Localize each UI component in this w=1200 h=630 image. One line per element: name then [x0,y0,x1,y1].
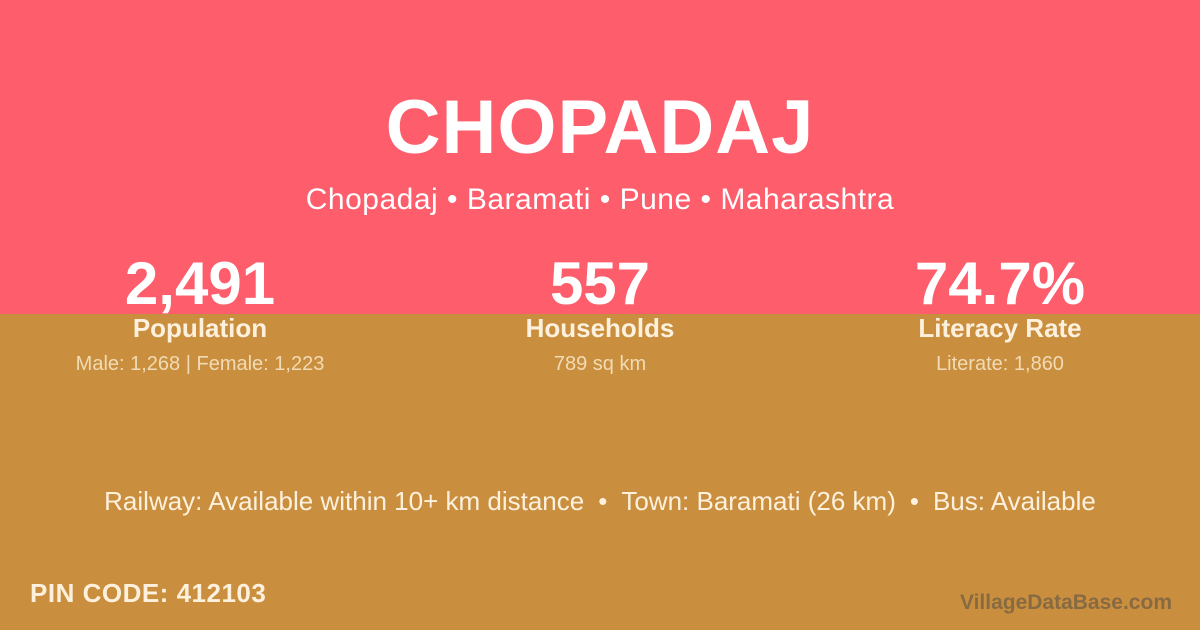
stat-literacy-rate: 74.7% Literacy Rate Literate: 1,860 [800,250,1200,375]
stat-households: 557 Households 789 sq km [400,250,800,375]
households-value: 557 [549,250,651,317]
transport-info-line: Railway: Available within 10+ km distanc… [0,488,1200,514]
bullet-separator: • [909,486,919,516]
households-detail: 789 sq km [553,353,647,375]
stats-row: 2,491 Population Male: 1,268 | Female: 1… [0,250,1200,375]
location-breadcrumb: Chopadaj • Baramati • Pune • Maharashtra [305,183,895,216]
railway-info: Railway: Available within 10+ km distanc… [104,486,585,516]
literacy-rate-label: Literacy Rate [918,313,1082,343]
village-title: CHOPADAJ [385,85,815,170]
bus-info: Bus: Available [932,486,1096,516]
population-value: 2,491 [124,250,276,317]
watermark: VillageDataBase.com [959,591,1172,614]
population-detail: Male: 1,268 | Female: 1,223 [75,353,325,375]
header-band [0,0,1200,314]
literacy-rate-detail: Literate: 1,860 [936,353,1064,375]
population-label: Population [132,313,268,343]
town-info: Town: Baramati (26 km) [621,486,896,516]
households-label: Households [525,313,675,343]
pin-code: PIN CODE: 412103 [30,578,267,608]
stat-population: 2,491 Population Male: 1,268 | Female: 1… [0,250,400,375]
bullet-separator: • [598,486,608,516]
literacy-rate-value: 74.7% [914,250,1086,317]
